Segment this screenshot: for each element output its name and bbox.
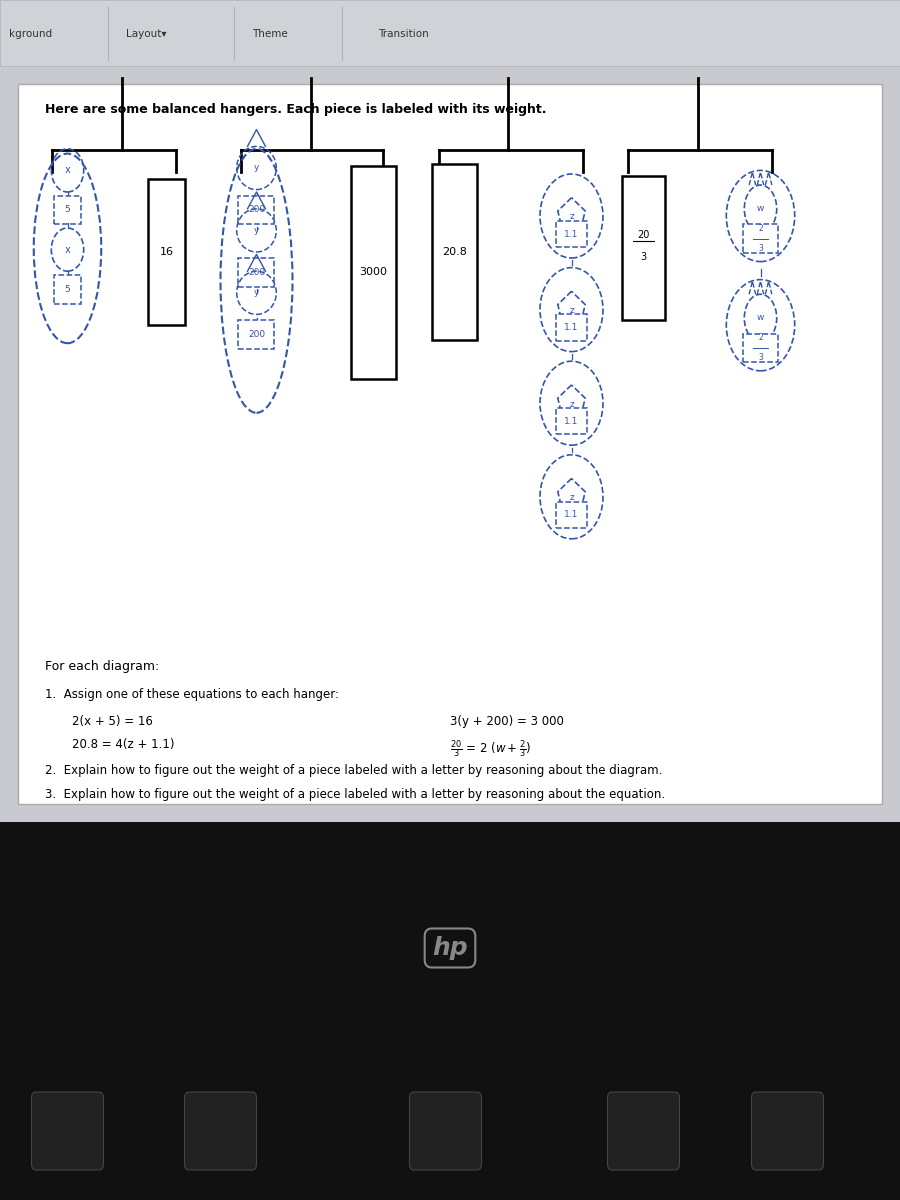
Text: 20.8 = 4(z + 1.1): 20.8 = 4(z + 1.1) <box>72 738 175 751</box>
Text: 1.1: 1.1 <box>564 510 579 520</box>
FancyBboxPatch shape <box>0 0 900 822</box>
Text: Theme: Theme <box>252 29 288 38</box>
FancyBboxPatch shape <box>148 179 185 325</box>
Text: 20: 20 <box>637 230 650 240</box>
FancyBboxPatch shape <box>752 1092 824 1170</box>
Text: Transition: Transition <box>378 29 428 38</box>
FancyBboxPatch shape <box>623 176 664 320</box>
FancyBboxPatch shape <box>608 1092 680 1170</box>
Text: z: z <box>569 212 574 221</box>
FancyBboxPatch shape <box>351 166 396 379</box>
Text: 200: 200 <box>248 330 266 340</box>
Text: kground: kground <box>9 29 52 38</box>
Text: 2: 2 <box>758 223 763 233</box>
Text: Layout▾: Layout▾ <box>126 29 166 38</box>
Text: $\frac{20}{3}$ = 2 $(w + \frac{2}{3})$: $\frac{20}{3}$ = 2 $(w + \frac{2}{3})$ <box>450 738 531 760</box>
Text: 3.  Explain how to figure out the weight of a piece labeled with a letter by rea: 3. Explain how to figure out the weight … <box>45 788 665 802</box>
FancyBboxPatch shape <box>54 196 81 224</box>
Text: 200: 200 <box>248 205 266 215</box>
FancyBboxPatch shape <box>0 816 900 1200</box>
FancyBboxPatch shape <box>238 320 274 349</box>
Text: hp: hp <box>432 936 468 960</box>
Text: 1.1: 1.1 <box>564 323 579 332</box>
FancyBboxPatch shape <box>410 1092 482 1170</box>
FancyBboxPatch shape <box>238 258 274 287</box>
Text: 3000: 3000 <box>359 268 388 277</box>
Text: w: w <box>757 313 764 323</box>
Text: 1.1: 1.1 <box>564 229 579 239</box>
Text: 200: 200 <box>248 268 266 277</box>
Text: x: x <box>65 166 70 175</box>
FancyBboxPatch shape <box>432 163 477 340</box>
FancyBboxPatch shape <box>743 224 778 253</box>
Text: Here are some balanced hangers. Each piece is labeled with its weight.: Here are some balanced hangers. Each pie… <box>45 103 546 116</box>
FancyBboxPatch shape <box>743 334 778 362</box>
Text: y: y <box>254 288 259 298</box>
Text: y: y <box>254 226 259 235</box>
Text: 3(y + 200) = 3 000: 3(y + 200) = 3 000 <box>450 715 564 728</box>
Text: 2.  Explain how to figure out the weight of a piece labeled with a letter by rea: 2. Explain how to figure out the weight … <box>45 764 662 778</box>
Text: z: z <box>569 400 574 409</box>
Text: 1.1: 1.1 <box>564 416 579 426</box>
FancyBboxPatch shape <box>556 502 587 528</box>
Text: z: z <box>569 306 574 316</box>
Text: 20.8: 20.8 <box>442 247 467 257</box>
FancyBboxPatch shape <box>238 196 274 224</box>
Text: y: y <box>254 163 259 173</box>
FancyBboxPatch shape <box>184 1092 256 1170</box>
Text: 2: 2 <box>758 332 763 342</box>
Text: 3: 3 <box>758 244 763 253</box>
Text: For each diagram:: For each diagram: <box>45 660 159 673</box>
Text: x: x <box>65 245 70 254</box>
FancyBboxPatch shape <box>556 314 587 341</box>
FancyBboxPatch shape <box>556 408 587 434</box>
Text: 16: 16 <box>159 247 174 257</box>
FancyBboxPatch shape <box>18 84 882 804</box>
Text: 5: 5 <box>65 205 70 215</box>
FancyBboxPatch shape <box>32 1092 104 1170</box>
FancyBboxPatch shape <box>0 0 900 66</box>
FancyBboxPatch shape <box>54 275 81 304</box>
Text: 1.  Assign one of these equations to each hanger:: 1. Assign one of these equations to each… <box>45 688 339 701</box>
Text: 5: 5 <box>65 284 70 294</box>
Text: w: w <box>757 204 764 214</box>
FancyBboxPatch shape <box>556 221 587 247</box>
Text: 3: 3 <box>758 353 763 362</box>
Text: z: z <box>569 493 574 503</box>
Text: 2(x + 5) = 16: 2(x + 5) = 16 <box>72 715 153 728</box>
Text: 3: 3 <box>641 252 646 262</box>
